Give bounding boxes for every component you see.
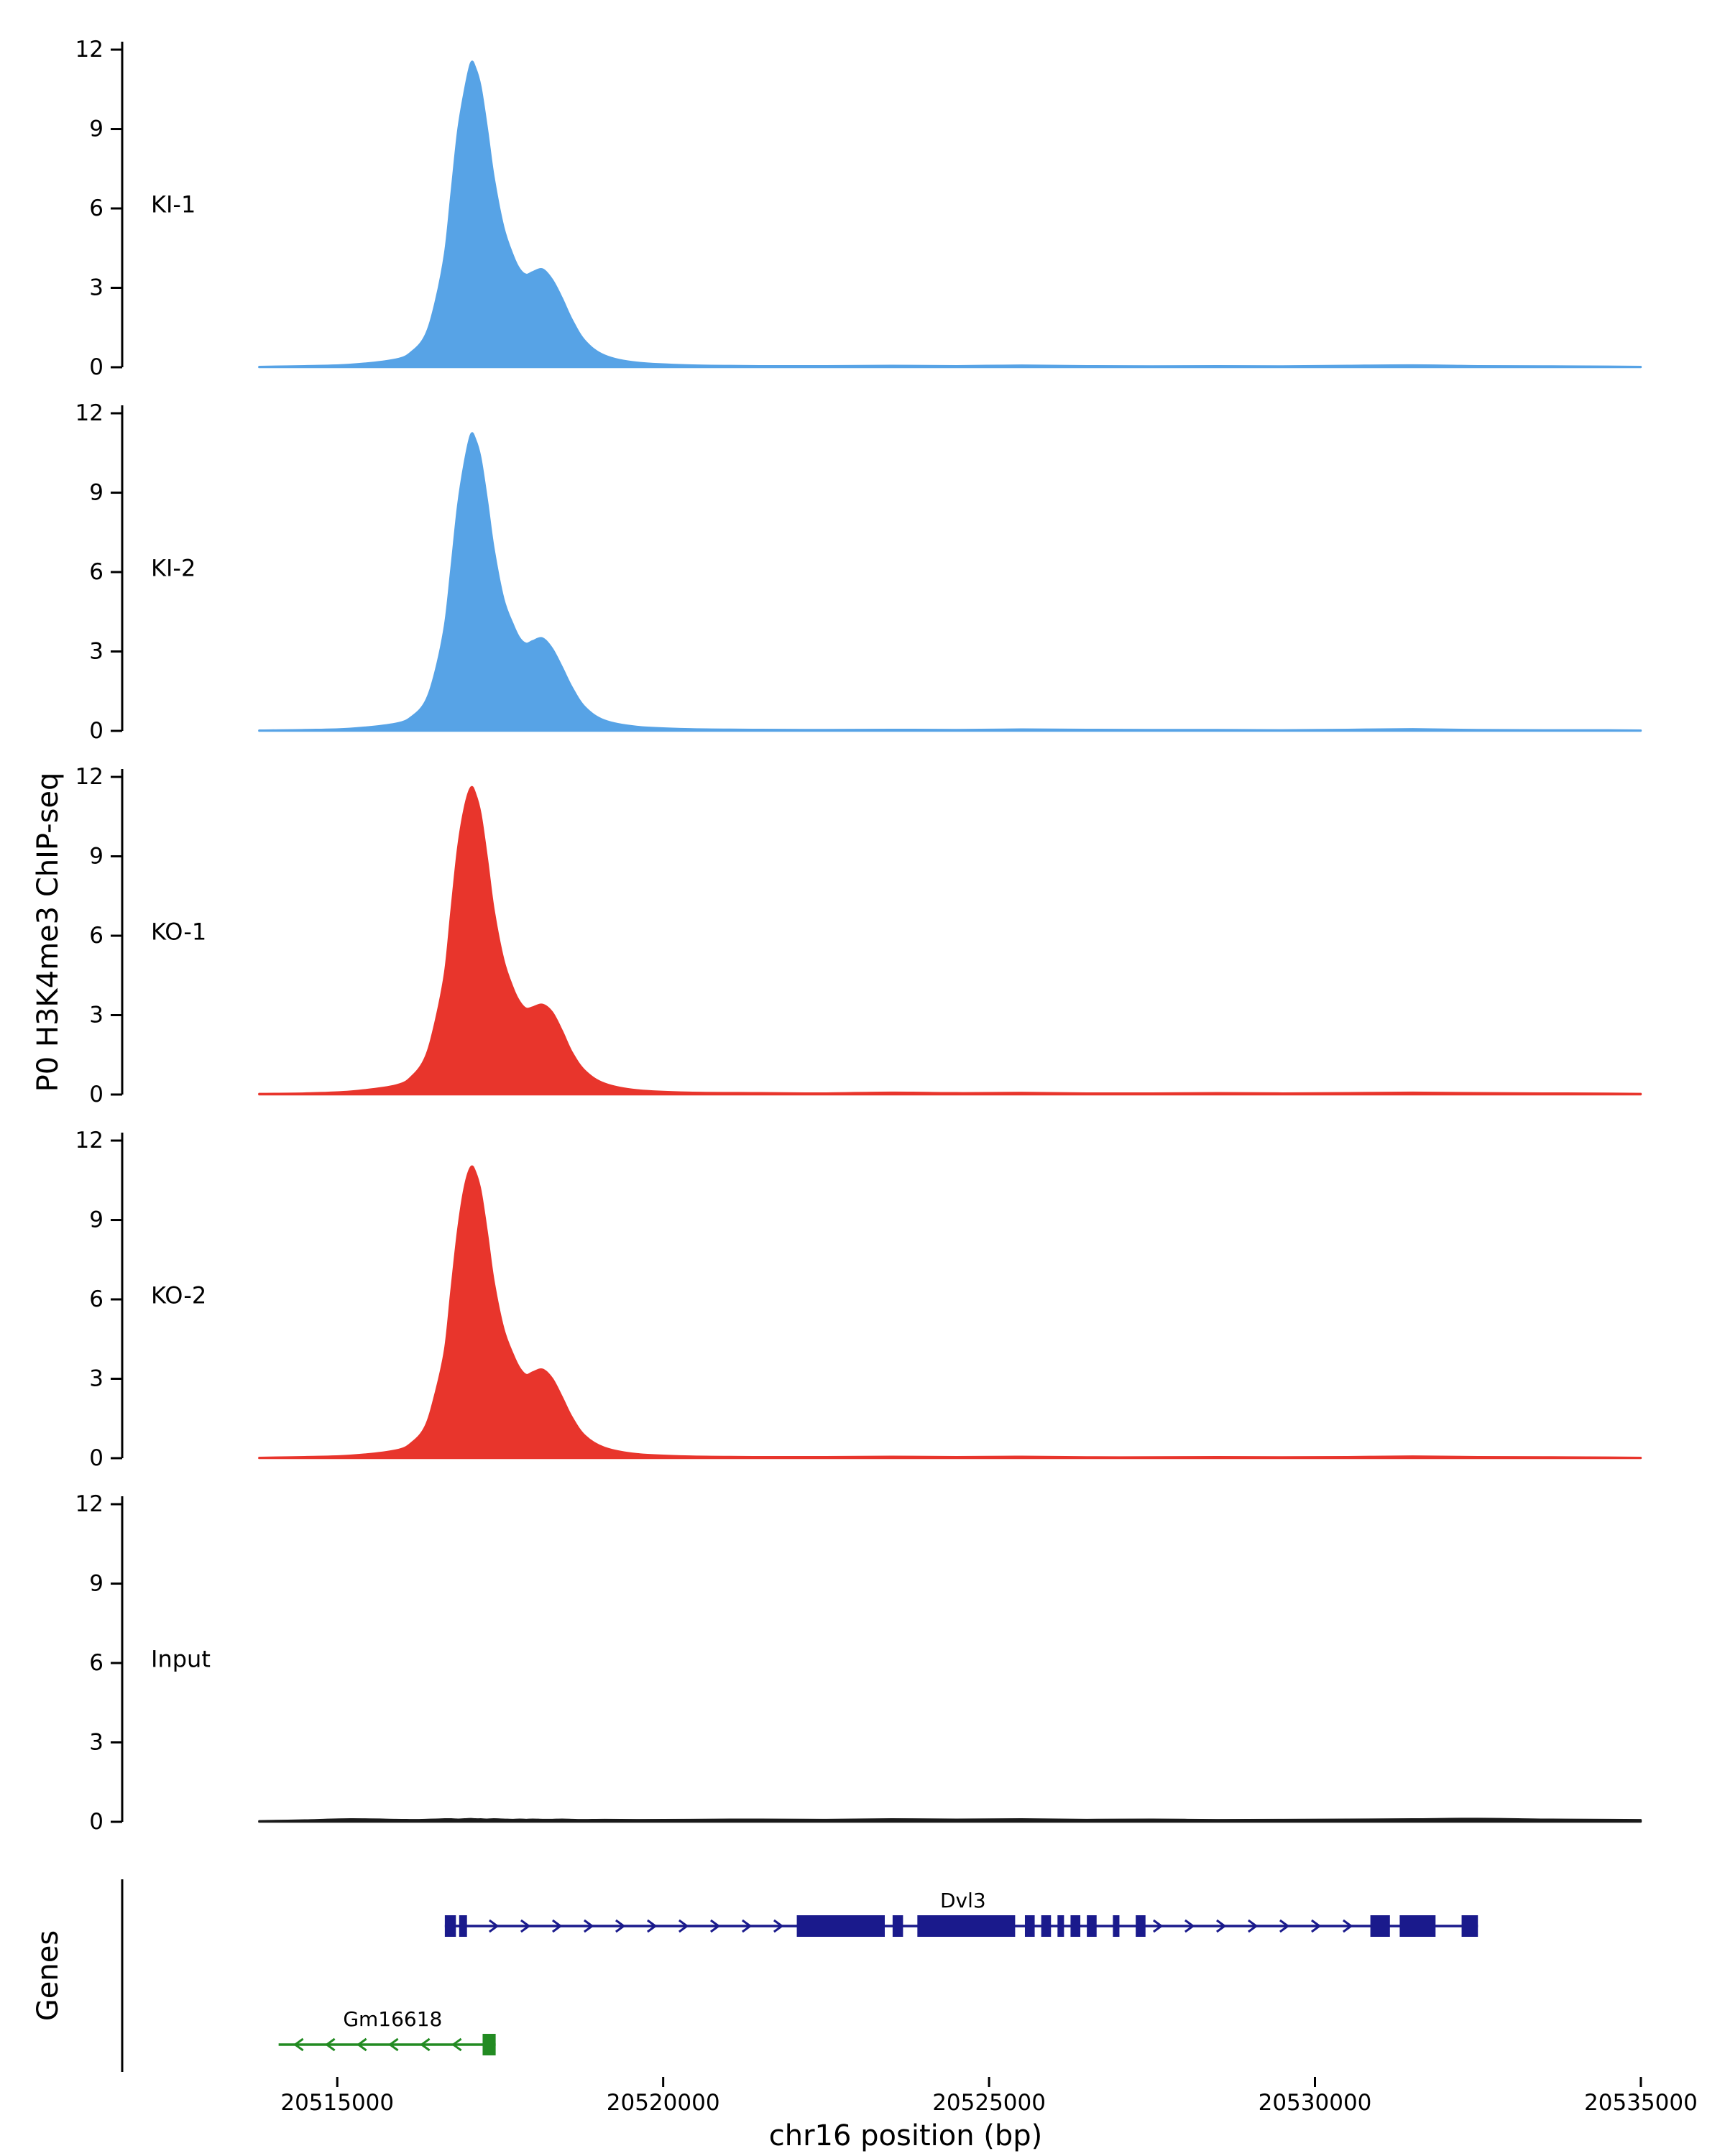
strand-arrow-icon — [420, 2037, 431, 2052]
y-tick-label: 12 — [75, 37, 104, 63]
exon-block — [1024, 1915, 1035, 1937]
strand-arrow-icon — [388, 2037, 399, 2052]
signal-area-KI-2 — [258, 432, 1642, 732]
signal-area-KI-1 — [258, 60, 1642, 369]
track-KO-1: 0 3 6 9 12 KO-1 — [75, 764, 1642, 1107]
y-tick-label: 0 — [89, 1809, 104, 1835]
strand-arrow-icon — [1247, 1919, 1259, 1933]
x-tick-label: 20520000 — [607, 2090, 720, 2116]
y-tick-label: 3 — [89, 639, 104, 665]
strand-arrow-icon — [451, 2037, 462, 2052]
strand-arrow-icon — [552, 1919, 563, 1933]
exon-block — [482, 2034, 496, 2055]
gene-name-label: Gm16618 — [343, 2007, 442, 2031]
y-tick-label: 9 — [89, 116, 104, 142]
exon-block — [1461, 1915, 1478, 1937]
track-label-KI-1: KI-1 — [151, 191, 196, 218]
strand-arrow-icon — [773, 1919, 784, 1933]
exon-block — [1370, 1915, 1390, 1937]
exon-block — [444, 1915, 456, 1937]
strand-arrow-icon — [1342, 1919, 1353, 1933]
exon-block — [796, 1915, 885, 1937]
track-KI-2: 0 3 6 9 12 KI-2 — [75, 400, 1642, 744]
y-tick-label: 6 — [89, 1286, 104, 1312]
exon-block — [1041, 1915, 1052, 1937]
strand-arrow-icon — [1215, 1919, 1227, 1933]
y-tick-label: 3 — [89, 1003, 104, 1028]
signal-area-KO-1 — [258, 786, 1642, 1096]
strand-arrow-icon — [489, 1919, 500, 1933]
gene-Dvl3: Dvl3 — [444, 1889, 1478, 1937]
y-tick-label: 12 — [75, 1491, 104, 1517]
exon-block — [1113, 1915, 1120, 1937]
x-tick-label: 20515000 — [280, 2090, 394, 2116]
strand-arrow-icon — [647, 1919, 658, 1933]
y-tick-label: 9 — [89, 1571, 104, 1597]
track-KI-1: 0 3 6 9 12 KI-1 — [75, 37, 1642, 380]
y-tick-label: 0 — [89, 354, 104, 380]
x-tick-label: 20530000 — [1259, 2090, 1372, 2116]
x-tick-label: 20535000 — [1584, 2090, 1698, 2116]
y-tick-label: 9 — [89, 1207, 104, 1233]
strand-arrow-icon — [1310, 1919, 1322, 1933]
y-tick-label: 6 — [89, 559, 104, 585]
strand-arrow-icon — [356, 2037, 367, 2052]
track-label-KO-1: KO-1 — [151, 918, 206, 946]
exon-block — [1136, 1915, 1146, 1937]
y-tick-label: 12 — [75, 764, 104, 790]
exon-block — [459, 1915, 467, 1937]
y-tick-label: 3 — [89, 275, 104, 301]
strand-arrow-icon — [293, 2037, 304, 2052]
y-tick-label: 9 — [89, 480, 104, 506]
y-tick-label: 6 — [89, 1650, 104, 1676]
gene-name-label: Dvl3 — [940, 1889, 986, 1912]
x-axis-title: chr16 position (bp) — [769, 2119, 1043, 2152]
genes-axis-title: Genes — [32, 1930, 65, 2021]
track-label-KO-2: KO-2 — [151, 1282, 206, 1309]
y-tick-label: 12 — [75, 400, 104, 426]
y-tick-label: 3 — [89, 1730, 104, 1756]
exon-block — [1057, 1915, 1064, 1937]
y-axis-title: P0 H3K4me3 ChIP-seq — [32, 773, 65, 1092]
exon-block — [1087, 1915, 1097, 1937]
x-axis-layer: 20515000 20520000 20525000 20530000 20535000 — [280, 2077, 1698, 2116]
y-tick-label: 0 — [89, 1445, 104, 1471]
track-label-KI-2: KI-2 — [151, 555, 196, 582]
strand-arrow-icon — [1184, 1919, 1195, 1933]
strand-arrow-icon — [1152, 1919, 1164, 1933]
strand-arrow-icon — [584, 1919, 594, 1933]
y-tick-label: 12 — [75, 1128, 104, 1153]
strand-arrow-icon — [678, 1919, 689, 1933]
x-tick-label: 20525000 — [932, 2090, 1046, 2116]
gene-Gm16618: Gm16618 — [278, 2007, 496, 2055]
genes-layer: Dvl3 Gm16618 — [121, 1879, 1478, 2072]
signal-area-KO-2 — [258, 1165, 1642, 1460]
exon-block — [892, 1915, 903, 1937]
exon-block — [1399, 1915, 1436, 1937]
strand-arrow-icon — [615, 1919, 626, 1933]
exon-block — [1070, 1915, 1081, 1937]
y-tick-label: 6 — [89, 923, 104, 949]
strand-arrow-icon — [520, 1919, 531, 1933]
track-label-Input: Input — [151, 1646, 211, 1673]
strand-arrow-icon — [1279, 1919, 1290, 1933]
track-Input: 0 3 6 9 12 Input — [75, 1491, 1642, 1835]
y-tick-label: 0 — [89, 718, 104, 744]
y-tick-label: 9 — [89, 844, 104, 870]
track-KO-2: 0 3 6 9 12 KO-2 — [75, 1128, 1642, 1471]
strand-arrow-icon — [741, 1919, 753, 1933]
y-tick-label: 0 — [89, 1082, 104, 1107]
y-tick-label: 6 — [89, 195, 104, 221]
signal-tracks-layer: 0 3 6 9 12 KI-1 0 3 6 9 12 KI-2 0 3 6 9 12 KO-1 0 3 6 9 12 KO-2… — [75, 37, 1642, 1835]
y-tick-label: 3 — [89, 1366, 104, 1392]
strand-arrow-icon — [325, 2037, 336, 2052]
signal-area-Input — [258, 1818, 1642, 1823]
strand-arrow-icon — [710, 1919, 721, 1933]
exon-block — [917, 1915, 1016, 1937]
